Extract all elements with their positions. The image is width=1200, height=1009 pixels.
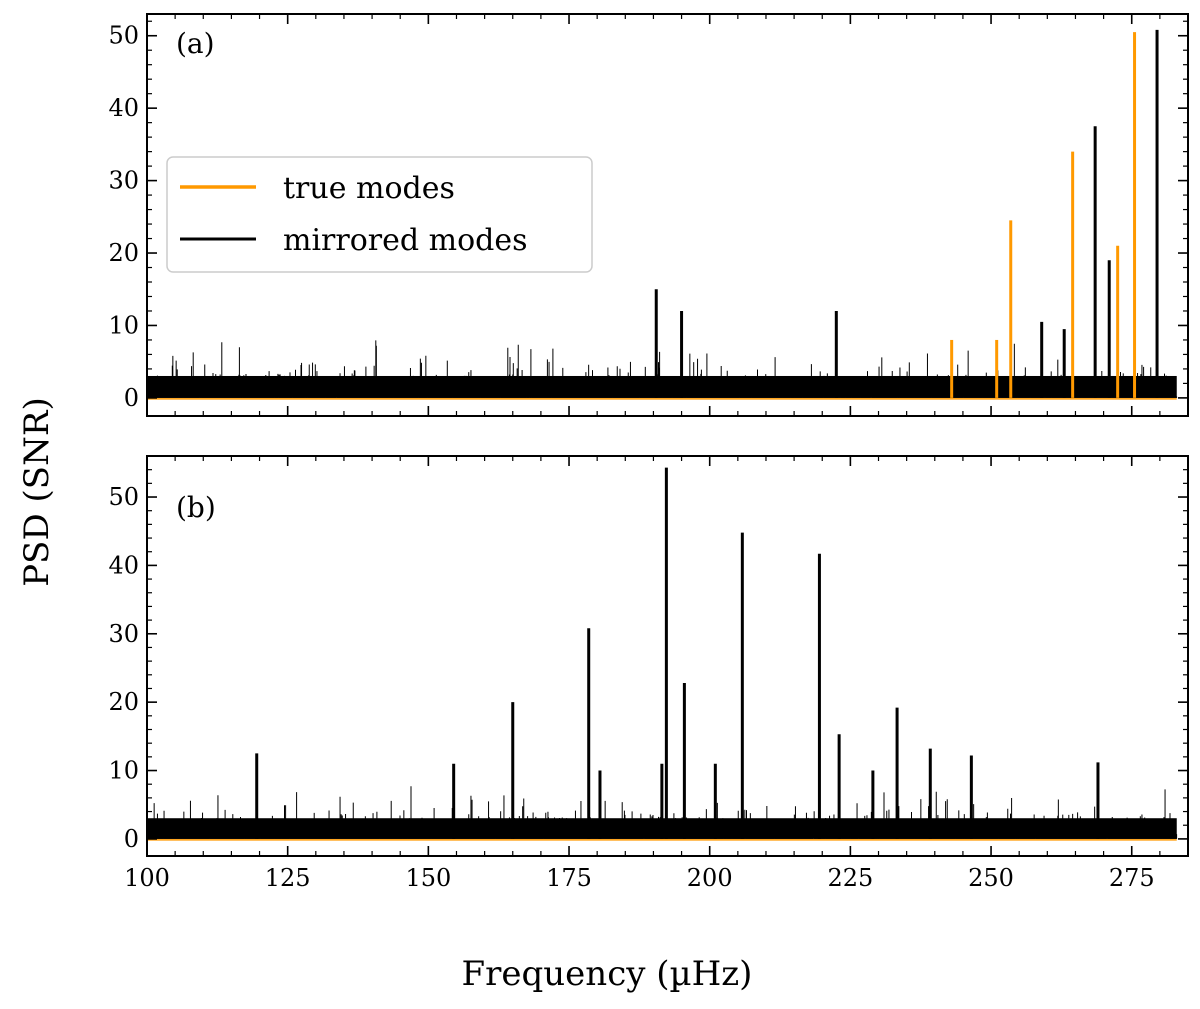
x-tick-label-2: 150: [405, 864, 451, 892]
legend-label-mirrored-modes: mirrored modes: [283, 223, 527, 258]
y-tick-label-a-4: 40: [108, 94, 139, 122]
x-tick-label-1: 125: [265, 864, 311, 892]
y-tick-label-b-4: 40: [108, 551, 139, 579]
y-tick-label-b-0: 0: [124, 825, 139, 853]
legend: true modes mirrored modes: [166, 156, 593, 273]
x-axis-label: Frequency (µHz): [462, 954, 753, 994]
x-tick-label-3: 175: [546, 864, 592, 892]
y-tick-label-a-3: 30: [108, 167, 139, 195]
y-tick-label-a-2: 20: [108, 239, 139, 267]
y-tick-label-a-0: 0: [124, 384, 139, 412]
y-tick-label-b-3: 30: [108, 620, 139, 648]
legend-label-true-modes: true modes: [283, 171, 455, 206]
panel-a-mirrored-modes: [654, 29, 1159, 398]
y-tick-label-a-1: 10: [108, 311, 139, 339]
y-tick-label-b-1: 10: [108, 757, 139, 785]
panel-a-noise-band: [147, 375, 1177, 398]
x-tick-label-7: 275: [1109, 864, 1155, 892]
panel-a-ticks: 0 10 20 30 40 50: [108, 14, 1188, 416]
legend-box: [166, 156, 593, 273]
panel-a-frame: [146, 13, 1189, 417]
y-axis-label: PSD (SNR): [17, 397, 57, 586]
y-tick-label-b-5: 50: [108, 483, 139, 511]
panel-a-noise-floor: [146, 340, 1178, 400]
x-tick-label-0: 100: [124, 864, 170, 892]
panel-a-true-modes: [950, 32, 1137, 398]
x-tick-label-6: 250: [968, 864, 1014, 892]
panel-b-frame: [146, 455, 1189, 857]
x-tick-label-5: 225: [827, 864, 873, 892]
y-tick-label-b-2: 20: [108, 688, 139, 716]
panel-b-mirrored-modes: [255, 467, 1100, 839]
panel-b: 0 10 20 30 40 50 100 125 150 175 200 225 250 275 (b): [108, 455, 1189, 892]
panel-a: 0 10 20 30 40 50 (a) true modes mirrored mode…: [108, 13, 1189, 417]
panel-a-label: (a): [176, 27, 215, 60]
x-tick-label-4: 200: [687, 864, 733, 892]
panel-b-label: (b): [176, 491, 216, 524]
y-tick-label-a-5: 50: [108, 22, 139, 50]
